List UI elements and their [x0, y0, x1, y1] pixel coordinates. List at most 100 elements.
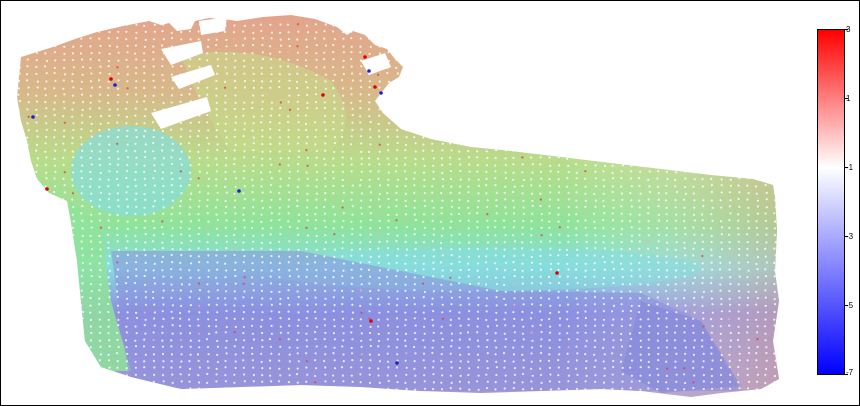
survey-point: [368, 388, 371, 391]
survey-point: [332, 184, 335, 187]
survey-point: [278, 150, 281, 153]
survey-point: [557, 254, 560, 257]
survey-point: [297, 275, 300, 278]
survey-point: [270, 226, 273, 230]
survey-point: [558, 353, 561, 356]
survey-point: [459, 178, 462, 181]
survey-point: [495, 149, 498, 152]
survey-point: [152, 359, 155, 362]
survey-point: [278, 58, 282, 61]
survey-point: [450, 303, 453, 306]
survey-point: [414, 157, 417, 161]
survey-point: [602, 318, 606, 321]
survey-point: [387, 37, 390, 40]
survey-point: [134, 37, 138, 40]
survey-point: [450, 24, 453, 27]
survey-point: [45, 128, 48, 131]
survey-point: [153, 199, 156, 202]
survey-point: [521, 184, 524, 188]
survey-point: [558, 324, 562, 327]
survey-point: [387, 332, 390, 335]
survey-point: [180, 304, 183, 307]
survey-point: [180, 128, 183, 131]
survey-point: [432, 80, 435, 83]
survey-point: [224, 346, 227, 349]
survey-point: [332, 240, 335, 243]
survey-point: [602, 65, 606, 68]
survey-point: [413, 136, 416, 139]
survey-point: [593, 388, 596, 391]
survey-point: [133, 52, 137, 55]
survey-point: [557, 296, 560, 299]
survey-point: [233, 107, 236, 111]
survey-point: [98, 275, 101, 278]
survey-point: [548, 135, 551, 138]
survey-point: [440, 359, 443, 362]
survey-point: [612, 339, 615, 342]
survey-point: [450, 30, 453, 33]
survey-point: [161, 30, 164, 33]
survey-point: [342, 262, 345, 265]
survey-point: [764, 212, 767, 215]
survey-point: [98, 143, 101, 146]
survey-point: [171, 178, 174, 181]
survey-point: [504, 311, 507, 314]
survey-point: [99, 164, 102, 167]
survey-point: [728, 233, 731, 236]
survey-point: [243, 339, 246, 342]
survey-point: [630, 234, 634, 237]
survey-point: [233, 24, 236, 27]
survey-point: [296, 290, 299, 293]
survey-point: [602, 234, 606, 238]
survey-point: [270, 31, 274, 34]
survey-point: [242, 304, 245, 307]
survey-point: [710, 268, 714, 271]
survey-point: [747, 30, 750, 33]
survey-point: [459, 303, 462, 307]
survey-point: [35, 94, 38, 97]
survey-point: [305, 255, 309, 258]
survey-point: [710, 261, 713, 264]
survey-point: [71, 352, 74, 355]
survey-point: [773, 157, 776, 160]
survey-point: [467, 373, 470, 377]
survey-point: [251, 43, 255, 47]
survey-point: [423, 51, 426, 54]
survey-point: [323, 205, 326, 209]
survey-point: [242, 359, 245, 362]
survey-point: [98, 37, 101, 40]
survey-point: [144, 283, 147, 286]
survey-point: [260, 360, 263, 364]
colorbar: 3 1 -1 -3 -5 -7: [817, 26, 853, 377]
survey-point: [224, 380, 227, 383]
survey-point: [522, 254, 525, 257]
survey-point: [35, 380, 38, 383]
survey-point: [422, 79, 425, 83]
survey-point: [611, 352, 614, 355]
survey-point: [448, 115, 452, 118]
survey-point: [620, 353, 623, 356]
survey-point: [701, 304, 704, 307]
survey-point: [314, 261, 317, 264]
survey-point: [252, 234, 255, 237]
survey-point: [441, 23, 444, 26]
survey-point: [593, 38, 597, 42]
survey-point: [332, 87, 335, 90]
survey-point: [513, 282, 516, 285]
survey-point: [278, 367, 281, 370]
survey-point: [619, 338, 623, 341]
survey-point: [261, 234, 264, 237]
survey-point: [99, 248, 102, 251]
survey-point: [108, 255, 111, 258]
survey-point: [99, 198, 102, 201]
survey-point: [206, 52, 209, 55]
survey-point: [684, 352, 687, 355]
survey-point: [567, 240, 570, 243]
survey-point: [656, 247, 659, 250]
survey-point: [224, 129, 227, 133]
survey-point: [737, 59, 741, 62]
survey-point: [224, 297, 227, 300]
survey-point: [549, 325, 552, 328]
survey-point: [207, 164, 210, 167]
survey-point: [558, 338, 561, 341]
